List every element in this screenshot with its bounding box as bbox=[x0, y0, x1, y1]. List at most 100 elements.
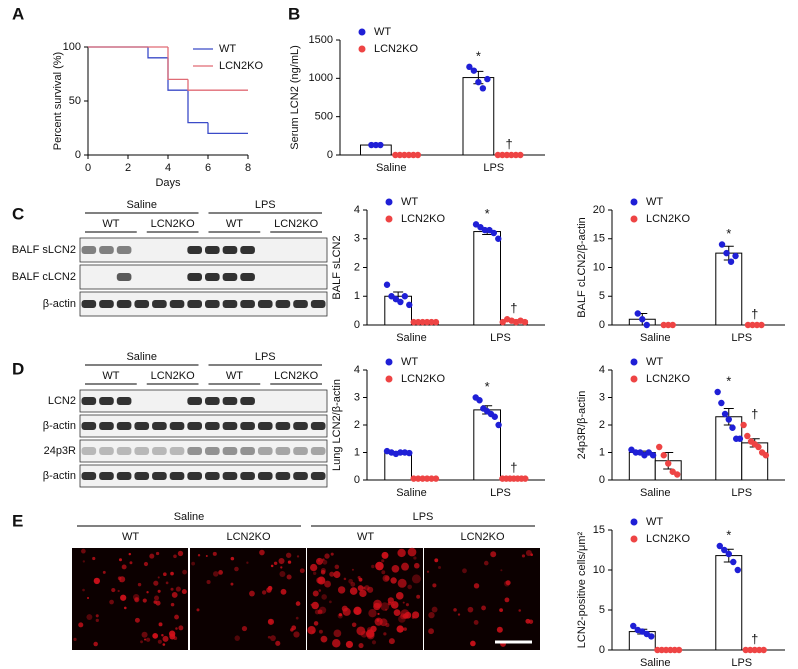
fluorescence-spot bbox=[155, 551, 160, 556]
blot-band bbox=[240, 447, 255, 455]
fluorescence-spot bbox=[332, 638, 341, 648]
row-label: BALF cLCN2 bbox=[12, 271, 76, 283]
fluorescence-spot bbox=[170, 602, 175, 607]
data-point bbox=[476, 397, 483, 404]
fluorescence-spot bbox=[320, 570, 326, 575]
blot-band bbox=[152, 300, 167, 308]
fluorescence-spot bbox=[467, 606, 474, 613]
blot-band bbox=[99, 397, 114, 405]
data-point bbox=[729, 424, 736, 431]
blot-band bbox=[293, 422, 308, 430]
data-point bbox=[503, 151, 511, 159]
blot-strip bbox=[79, 389, 328, 413]
data-point bbox=[522, 475, 529, 482]
blot-band bbox=[81, 397, 97, 405]
data-point bbox=[730, 558, 737, 566]
data-point bbox=[718, 399, 725, 407]
legend-marker bbox=[630, 518, 638, 526]
fluorescence-spot bbox=[121, 564, 127, 570]
y-tick-label: 0 bbox=[354, 319, 360, 331]
micrograph bbox=[190, 548, 306, 650]
group-label: Saline bbox=[174, 511, 205, 523]
fluorescence-spot bbox=[416, 594, 421, 599]
fluorescence-spot bbox=[317, 559, 321, 562]
fluorescence-spot bbox=[407, 584, 413, 590]
data-point bbox=[734, 566, 741, 574]
data-point bbox=[397, 449, 404, 456]
x-tick-label: Saline bbox=[396, 487, 427, 499]
blot-band bbox=[222, 447, 238, 455]
blot-band bbox=[134, 300, 150, 308]
data-point bbox=[753, 321, 761, 329]
fluorescence-spot bbox=[373, 602, 381, 611]
data-point bbox=[491, 413, 498, 420]
blot-band bbox=[152, 447, 167, 455]
fluorescence-spot bbox=[398, 615, 406, 623]
y-tick-label: 3 bbox=[354, 233, 360, 245]
fluorescence-spot bbox=[337, 586, 346, 594]
data-point bbox=[428, 318, 435, 326]
fluorescence-spot bbox=[525, 618, 531, 624]
fluorescence-spot bbox=[275, 640, 281, 646]
x-tick-label: 2 bbox=[125, 162, 131, 174]
legend-label: LCN2KO bbox=[646, 213, 690, 225]
fluorescence-spot bbox=[134, 617, 140, 623]
significance-mark: † bbox=[510, 460, 517, 475]
genotype-label: WT bbox=[122, 531, 139, 543]
genotype-label: WT bbox=[357, 531, 374, 543]
fluorescence-spot bbox=[246, 561, 249, 564]
fluorescence-spot bbox=[470, 640, 476, 647]
y-axis-label: Lung LCN2/β-actin bbox=[331, 379, 343, 471]
fluorescence-spot bbox=[318, 606, 327, 614]
fluorescence-spot bbox=[82, 560, 86, 563]
data-point bbox=[401, 151, 408, 159]
legend-label: LCN2KO bbox=[374, 43, 418, 55]
blot-band bbox=[257, 472, 273, 480]
blot-band bbox=[116, 300, 132, 308]
bar bbox=[462, 77, 495, 156]
blot-band bbox=[310, 300, 326, 308]
survival-step bbox=[167, 47, 188, 81]
data-point bbox=[760, 646, 767, 654]
fluorescence-spot bbox=[177, 550, 184, 557]
fluorescence-spot bbox=[152, 633, 159, 639]
data-point bbox=[484, 75, 491, 83]
fluorescence-spot bbox=[95, 618, 99, 623]
genotype-label: LCN2KO bbox=[151, 370, 195, 382]
legend-label: WT bbox=[646, 356, 663, 368]
blot-band bbox=[116, 273, 132, 281]
blot-band bbox=[205, 422, 220, 430]
blot-band bbox=[293, 447, 308, 455]
fluorescence-spot bbox=[426, 570, 430, 573]
data-point bbox=[716, 542, 723, 550]
y-axis-label: BALF sLCN2 bbox=[331, 235, 343, 299]
fluorescence-spot bbox=[407, 547, 417, 557]
bar bbox=[473, 409, 501, 481]
data-point bbox=[495, 421, 502, 429]
fluorescence-spot bbox=[78, 622, 84, 628]
fluorescence-spot bbox=[329, 600, 332, 604]
fluorescence-spot bbox=[290, 628, 294, 632]
fluorescence-spot bbox=[432, 583, 437, 588]
blot-band bbox=[222, 246, 238, 254]
data-point bbox=[406, 449, 413, 457]
y-tick-label: 10 bbox=[593, 564, 605, 576]
fluorescence-spot bbox=[213, 571, 219, 577]
legend-label: LCN2KO bbox=[646, 373, 690, 385]
legend-label: WT bbox=[401, 196, 418, 208]
fluorescence-spot bbox=[267, 585, 273, 591]
fluorescence-spot bbox=[162, 635, 169, 642]
row-label: 24p3R bbox=[44, 445, 76, 457]
data-point bbox=[749, 321, 756, 329]
blot-band bbox=[275, 300, 291, 308]
blot-band bbox=[116, 472, 132, 480]
data-point bbox=[732, 252, 739, 260]
fluorescence-spot bbox=[496, 626, 503, 633]
fluorescence-spot bbox=[530, 553, 533, 556]
blot-strip bbox=[79, 414, 328, 438]
fluorescence-spot bbox=[413, 556, 417, 560]
fluorescence-spot bbox=[380, 602, 390, 611]
fluorescence-spot bbox=[157, 639, 162, 644]
blot-band bbox=[240, 422, 255, 430]
blot-band bbox=[81, 447, 97, 455]
